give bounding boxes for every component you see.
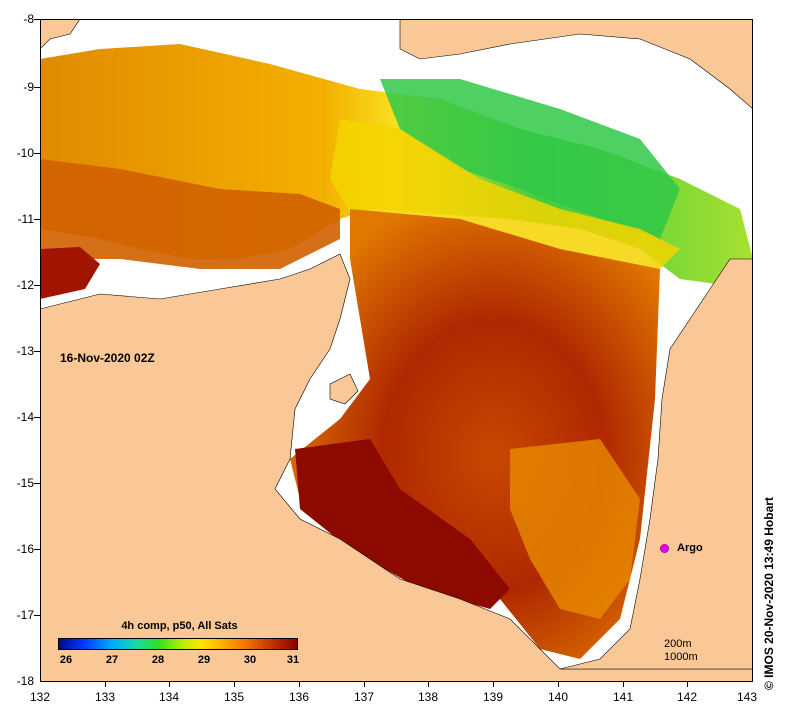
lon-tick: [428, 682, 429, 687]
lat-tick: [34, 351, 40, 352]
lat-tick: [34, 19, 40, 20]
lat-label: -15: [16, 476, 34, 490]
lon-label: 138: [417, 690, 439, 704]
colorbar-label: 30: [243, 654, 257, 666]
lat-label: -8: [23, 12, 34, 26]
lat-tick: [34, 219, 40, 220]
southeast-orange-swirl: [510, 439, 640, 619]
colorbar: [58, 638, 298, 650]
lon-tick: [623, 682, 624, 687]
lon-label: 142: [676, 690, 698, 704]
lon-label: 136: [288, 690, 310, 704]
lat-tick: [34, 153, 40, 154]
southwest-warm-pool: [295, 439, 510, 609]
land-north: [399, 19, 753, 110]
lon-label: 133: [94, 690, 116, 704]
legend-title: 4h comp, p50, All Sats: [121, 620, 238, 632]
timestamp-label: 16-Nov-2020 02Z: [60, 351, 155, 365]
lon-label: 135: [223, 690, 245, 704]
colorbar-label: 26: [59, 654, 73, 666]
colorbar-legend: 4h comp, p50, All Sats 26 27 28 29 30 31: [52, 618, 307, 672]
lon-label: 140: [547, 690, 569, 704]
lon-tick: [558, 682, 559, 687]
lat-tick: [34, 615, 40, 616]
lat-tick: [34, 285, 40, 286]
argo-label: Argo: [677, 542, 703, 554]
colorbar-label: 27: [105, 654, 119, 666]
lat-label: -11: [17, 212, 34, 226]
lon-tick: [169, 682, 170, 687]
sst-map: [40, 19, 753, 682]
imos-credit: © IMOS 20-Nov-2020 13:49 Hobart: [762, 497, 776, 690]
western-red-patch: [40, 247, 100, 299]
lat-label: -13: [16, 344, 34, 358]
depth-1000m-label: 1000m: [664, 651, 698, 663]
lon-tick: [364, 682, 365, 687]
depth-contour-legend: 200m 1000m: [664, 638, 698, 664]
lat-label: -18: [16, 674, 34, 688]
lon-tick: [493, 682, 494, 687]
lon-tick: [105, 682, 106, 687]
lat-label: -9: [23, 80, 34, 94]
lon-label: 141: [612, 690, 634, 704]
lon-tick: [687, 682, 688, 687]
lon-label: 139: [482, 690, 504, 704]
depth-200m-label: 200m: [664, 638, 692, 650]
lon-label: 137: [353, 690, 375, 704]
western-warm-strip: [40, 159, 340, 269]
map-frame[interactable]: [40, 19, 753, 682]
lon-label: 134: [158, 690, 180, 704]
lat-label: -14: [16, 410, 34, 424]
land-northwest: [40, 19, 81, 50]
colorbar-label: 28: [151, 654, 165, 666]
lat-label: -12: [16, 278, 34, 292]
lat-tick: [34, 549, 40, 550]
lat-tick: [34, 483, 40, 484]
cool-water-patch: [380, 79, 680, 239]
lat-label: -16: [16, 542, 34, 556]
lat-tick: [34, 417, 40, 418]
lon-label: 132: [29, 690, 51, 704]
lon-label: 143: [736, 690, 758, 704]
island: [329, 373, 359, 405]
lon-tick: [299, 682, 300, 687]
colorbar-label: 29: [197, 654, 211, 666]
lat-label: -17: [16, 608, 34, 622]
land-east: [559, 258, 753, 670]
lat-tick: [34, 87, 40, 88]
colorbar-label: 31: [286, 654, 300, 666]
lon-tick: [234, 682, 235, 687]
lat-label: -10: [16, 146, 34, 160]
argo-float-marker[interactable]: [660, 544, 669, 553]
